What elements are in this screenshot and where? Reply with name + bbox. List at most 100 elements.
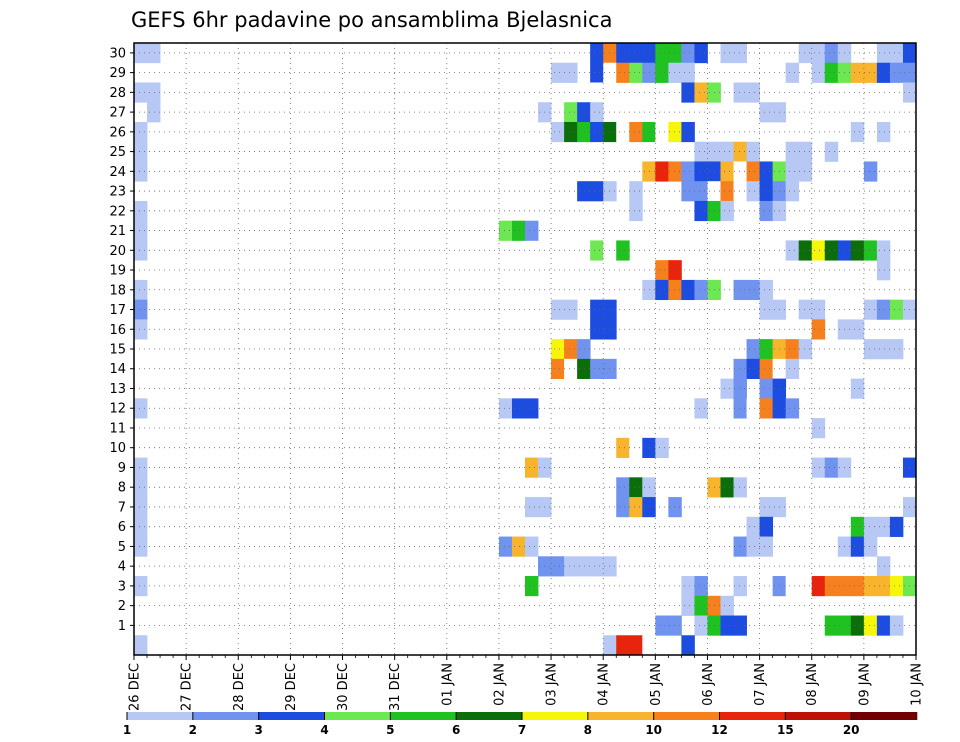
heatmap-cell-m25-t53 [824,141,839,162]
x-tick-label-15: 10 JAN [910,663,925,706]
heatmap-cell-m29-t32 [551,62,565,83]
heatmap-cell-m18-t41 [668,279,682,301]
heatmap-cell-m28-t46 [733,82,747,103]
heatmap-cell-m15-t50 [785,339,800,360]
heatmap-cell-m22-t48 [759,200,774,222]
heatmap-cell-m1-t46 [733,615,747,636]
heatmap-cell-m16-t51 [798,319,813,340]
y-tick-label-29: 29 [109,66,126,81]
heatmap-cell-m26-t35 [590,121,604,143]
y-tick-label-15: 15 [109,343,126,358]
heatmap-cell-m4-t57 [876,556,891,577]
heatmap-cell-m14-t46 [733,358,747,380]
legend-label-4: 4 [320,723,328,737]
legend-swatch-6 [456,712,523,720]
heatmap-cell-m13-t45 [720,378,734,399]
heatmap-cell-m23-t45 [720,181,734,202]
grid-lines [134,43,916,655]
heatmap-cell-m24-t51 [798,161,813,182]
heatmap-cell-m21-t29 [511,220,526,241]
x-tick-label-5: 31 DEC [388,663,403,711]
legend-label-20: 20 [843,723,860,737]
x-tick-label-11: 06 JAN [701,663,716,706]
heatmap-cell-m8-t46 [733,477,747,498]
heatmap-cell-m0-t38 [629,635,643,656]
heatmap-cell-m7-t37 [616,497,630,518]
heatmap-cell-m29-t50 [785,62,800,83]
heatmap-cell-m23-t47 [746,181,760,202]
heatmap-cell-m16-t0 [134,319,148,340]
heatmap-cell-m7-t0 [134,497,148,518]
heatmap-cell-m12-t47 [746,398,760,419]
heatmap-cell-m3-t53 [824,576,839,597]
y-tick-label-3: 3 [118,579,126,594]
color-legend: 1 2 3 4 5 6 7 8 10 12 15 20 [123,712,918,737]
heatmap-cell-m29-t42 [681,62,695,83]
heatmap-cell-m23-t35 [590,181,604,202]
heatmap-cell-m3-t0 [134,576,148,597]
heatmap-cell-m30-t45 [720,43,734,64]
heatmap-cell-m4-t32 [551,556,565,577]
heatmap-cell-m30-t38 [629,43,643,64]
heatmap-cell-m30-t37 [616,43,630,64]
heatmap-cell-m29-t55 [850,62,865,83]
heatmap-cell-m12-t28 [498,398,513,419]
heatmap-cell-m18-t46 [733,279,747,301]
x-tick-label-7: 02 JAN [492,663,507,706]
heatmap-cell-m26-t38 [629,121,643,143]
heatmap-cell-m27-t1 [147,102,161,123]
heatmap-cell-m29-t53 [824,62,839,83]
heatmap-cell-m28-t0 [134,82,148,103]
heatmap-cell-m17-t56 [863,299,878,320]
legend-swatch-4 [324,712,391,720]
heatmap-cell-m5-t56 [863,536,878,557]
heatmap-cell-m26-t55 [850,121,865,143]
y-tick-label-21: 21 [109,224,126,239]
heatmap-cell-m25-t51 [798,141,813,162]
heatmap-cell-m9-t0 [134,457,148,478]
heatmap-cell-m23-t48 [759,181,774,202]
heatmap-cell-m28-t42 [681,82,695,103]
heatmap-cell-m27-t35 [590,102,604,123]
heatmap-cell-m29-t37 [616,62,630,83]
heatmap-cell-m3-t57 [876,576,891,597]
heatmap-cell-m3-t43 [694,576,708,597]
heatmap-cell-m9-t30 [525,457,539,478]
heatmap-cell-m1-t45 [720,615,734,636]
heatmap-cell-m29-t41 [668,62,682,83]
heatmap-cell-m30-t42 [681,43,695,64]
heatmap-cell-m30-t51 [798,43,813,64]
y-tick-label-25: 25 [109,145,126,160]
legend-swatch-1 [127,712,194,720]
heatmap-cell-m30-t43 [694,43,708,64]
heatmap-cell-m27-t48 [759,102,774,123]
heatmap-cell-m26-t42 [681,121,695,143]
heatmap-cell-m5-t46 [733,536,747,557]
heatmap-cell-m23-t42 [681,181,695,202]
legend-label-15: 15 [777,723,794,737]
heatmap-cell-m17-t32 [551,299,565,320]
heatmap-cell-m15-t51 [798,339,813,360]
heatmap-cell-m19-t40 [655,260,669,281]
heatmap-cell-m11-t52 [811,418,826,439]
heatmap-cell-m24-t50 [785,161,800,182]
heatmap-cell-m12-t46 [733,398,747,419]
legend-swatch-12 [851,712,918,720]
y-tick-label-10: 10 [109,441,126,456]
heatmap-cell-m1-t56 [863,615,878,636]
legend-swatch-7 [522,712,589,720]
heatmap-cell-m25-t45 [720,141,734,162]
heatmap-cell-m29-t35 [590,62,604,83]
x-tick-label-3: 29 DEC [284,663,299,711]
heatmap-cell-m27-t34 [577,102,591,123]
y-tick-label-11: 11 [109,421,126,436]
heatmap-cell-m3-t30 [525,576,539,597]
heatmap-cell-m13-t46 [733,378,747,399]
heatmap-cell-m25-t46 [733,141,747,162]
heatmap-cell-m24-t0 [134,161,148,182]
heatmap-cell-m25-t50 [785,141,800,162]
heatmap-cell-m1-t43 [694,615,708,636]
x-tick-label-1: 27 DEC [180,663,195,711]
heatmap-cell-m15-t32 [551,339,565,360]
heatmap-cell-m29-t40 [655,62,669,83]
